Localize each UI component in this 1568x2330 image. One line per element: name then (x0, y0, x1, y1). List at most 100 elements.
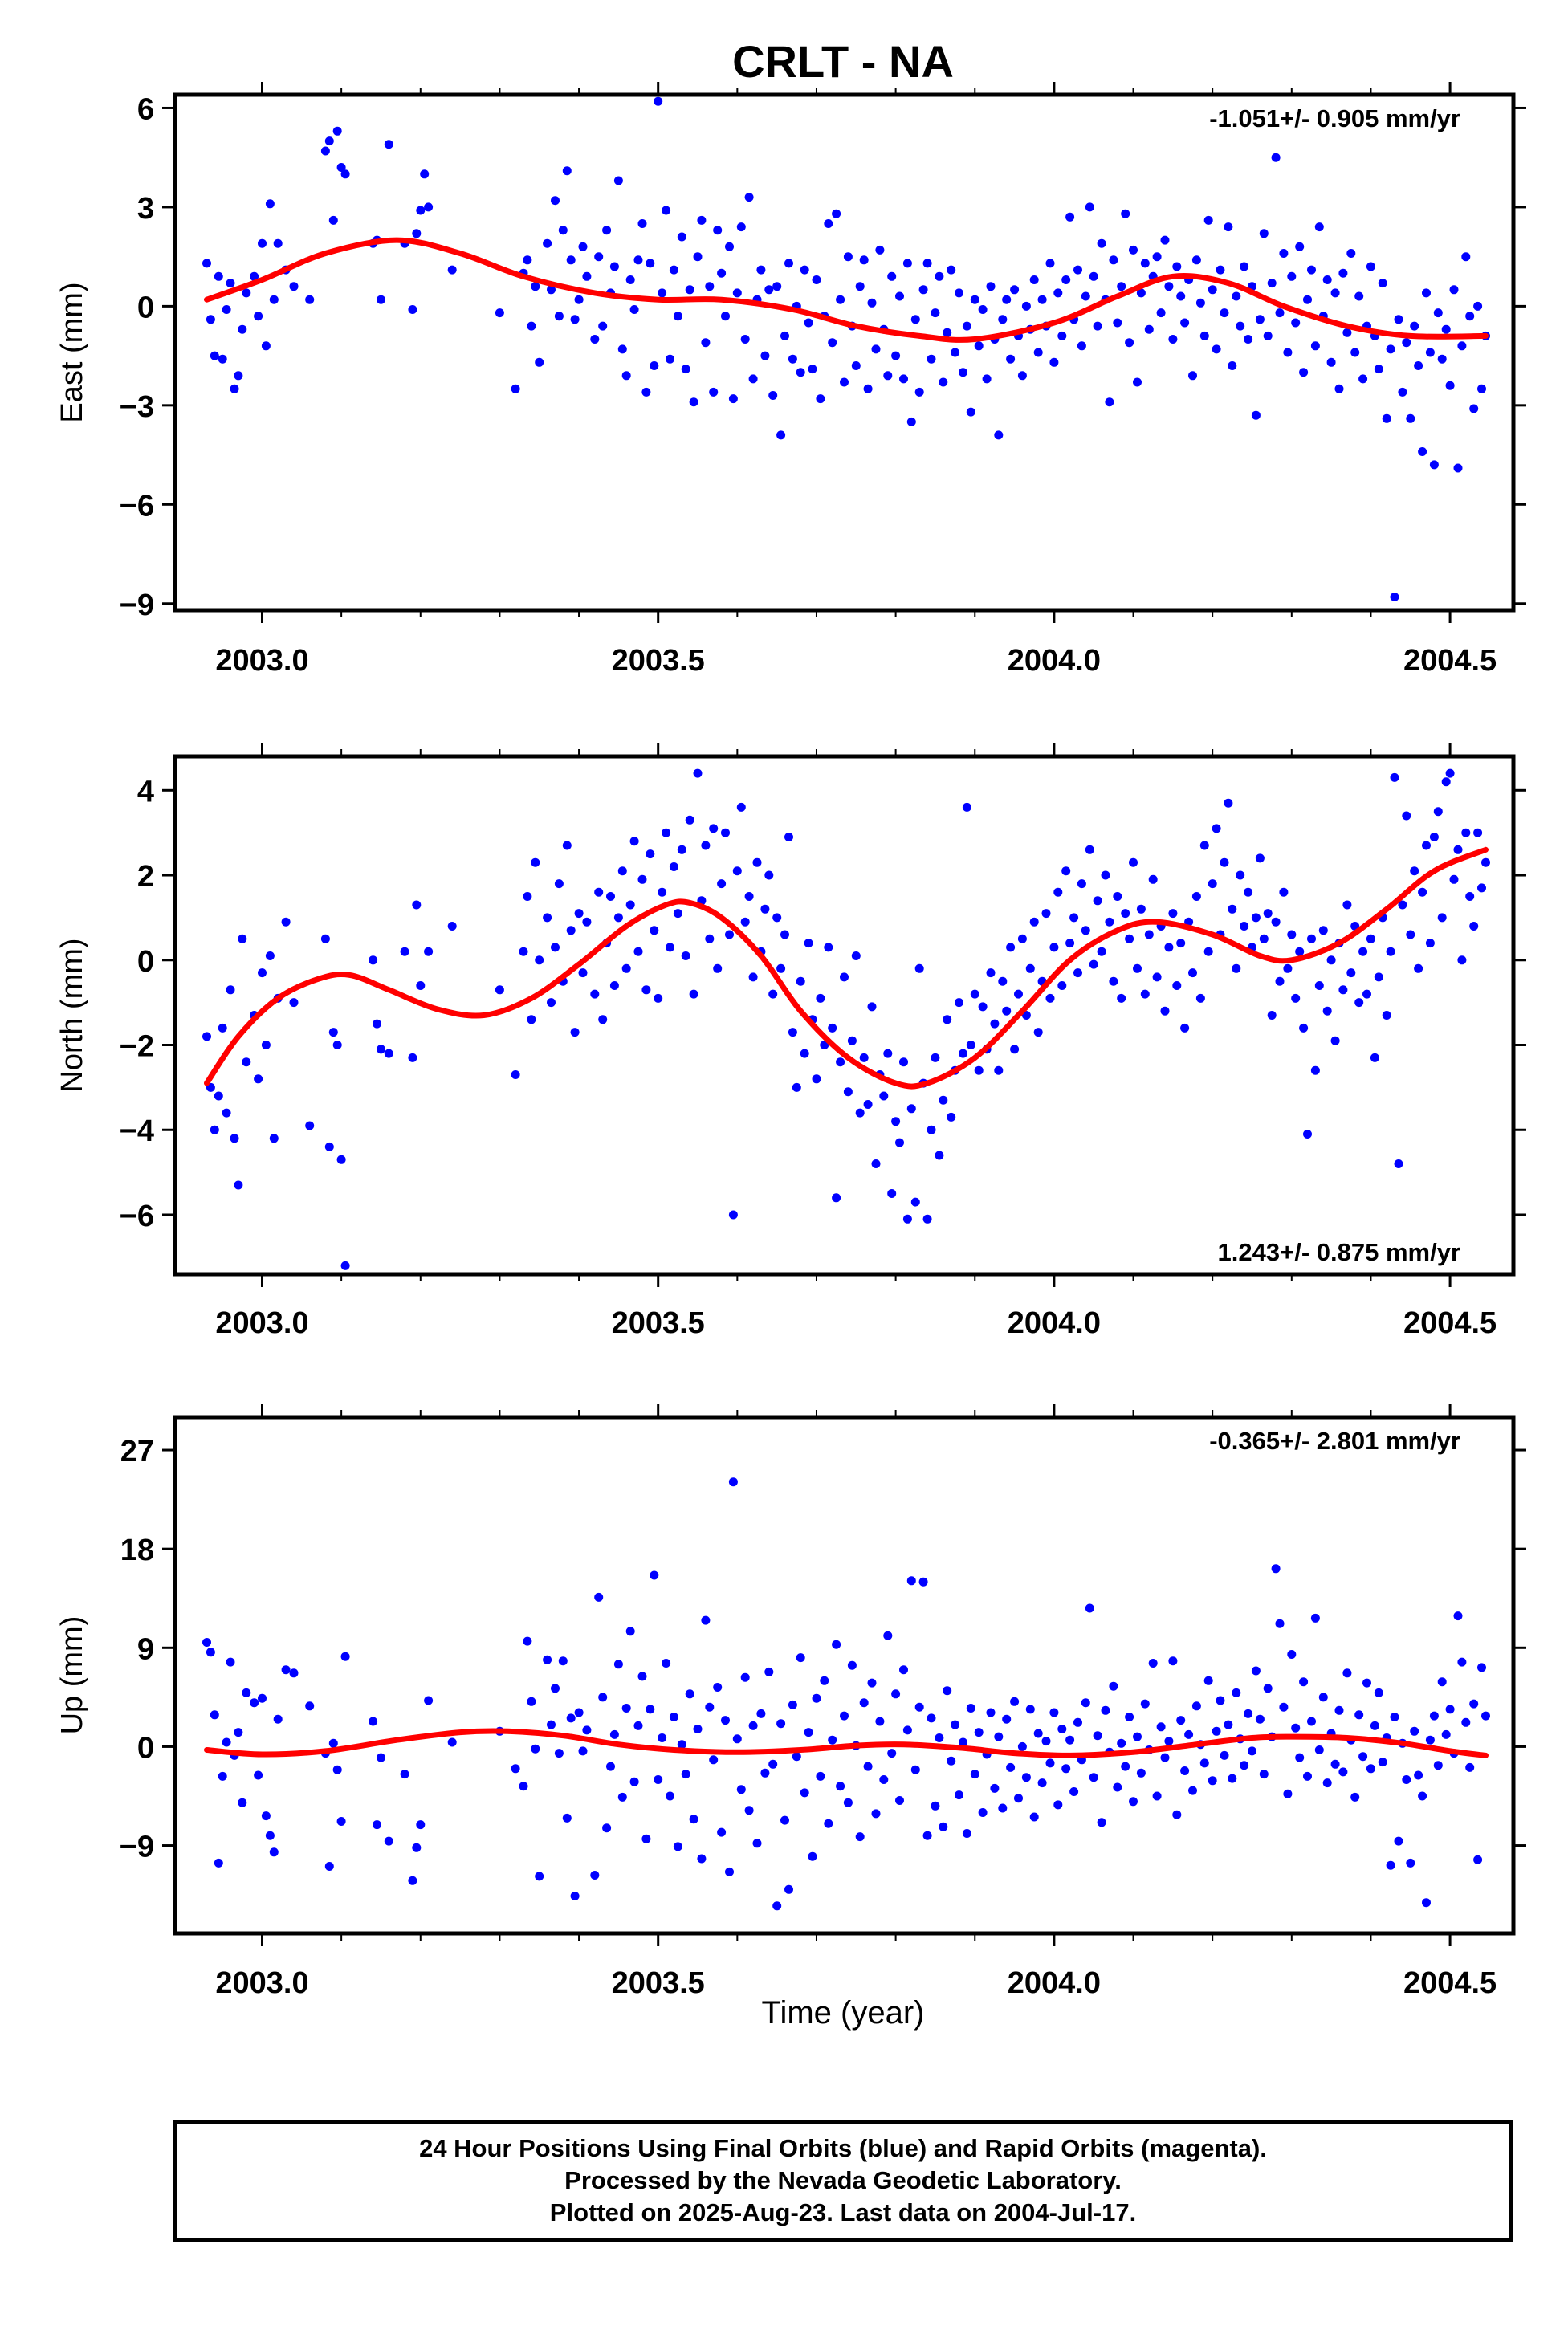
north-data-point (234, 1180, 243, 1190)
north-data-point (1025, 963, 1035, 973)
up-data-point (824, 1819, 833, 1828)
up-data-point (558, 1656, 568, 1666)
east-data-point (1275, 308, 1285, 318)
up-data-point (1453, 1611, 1463, 1621)
north-data-point (230, 1134, 239, 1143)
north-data-point (1271, 917, 1281, 927)
east-data-point (566, 255, 576, 265)
x-axis-label: Time (year) (762, 1995, 925, 2031)
north-data-point (792, 1082, 801, 1092)
up-data-point (566, 1713, 576, 1723)
east-data-point (717, 268, 727, 278)
east-data-point (646, 259, 655, 268)
east-data-point (966, 407, 975, 417)
east-data-point (1156, 308, 1166, 318)
north-data-point (914, 963, 924, 973)
up-data-point (511, 1764, 520, 1774)
east-data-point (1382, 413, 1391, 423)
north-data-point (1469, 922, 1479, 931)
up-data-point (369, 1717, 378, 1726)
up-data-point (602, 1823, 612, 1833)
north-data-point (1410, 866, 1419, 876)
east-data-point (922, 259, 932, 268)
east-data-point (582, 271, 592, 281)
east-data-point (527, 321, 536, 331)
up-data-point (269, 1847, 279, 1857)
up-data-point (796, 1653, 805, 1663)
east-data-point (1263, 331, 1273, 340)
up-data-point (1473, 1855, 1483, 1864)
north-data-point (721, 828, 730, 837)
north-data-point (998, 976, 1008, 986)
up-data-point (820, 1676, 829, 1685)
up-data-point (650, 1570, 659, 1580)
up-data-point (1291, 1723, 1301, 1733)
east-data-point (1251, 410, 1261, 420)
north-y-tick-label: −4 (120, 1114, 154, 1148)
north-data-point (994, 1065, 1004, 1075)
east-data-point (554, 312, 564, 321)
up-data-point (883, 1631, 893, 1640)
east-data-point (1425, 348, 1435, 357)
east-y-tick-label: 0 (137, 291, 154, 324)
up-data-point (1168, 1656, 1178, 1666)
up-data-point (927, 1713, 936, 1723)
east-data-point (673, 312, 682, 321)
east-data-point (1386, 344, 1395, 354)
east-data-point (891, 351, 901, 360)
north-y-tick-label: −6 (120, 1200, 154, 1233)
north-data-point (986, 968, 996, 978)
north-data-point (328, 1028, 338, 1037)
up-data-point (594, 1592, 604, 1602)
east-data-point (1073, 265, 1082, 275)
east-data-point (531, 282, 540, 291)
north-data-point (939, 1095, 948, 1105)
up-data-point (523, 1636, 532, 1646)
east-data-point (1469, 404, 1479, 413)
north-data-point (705, 934, 715, 943)
east-data-point (662, 206, 671, 215)
up-data-point (1129, 1797, 1138, 1807)
up-data-point (328, 1738, 338, 1748)
north-data-point (1101, 870, 1110, 880)
north-data-point (935, 1151, 944, 1160)
up-data-point (1370, 1721, 1379, 1730)
north-data-point (1033, 1028, 1043, 1037)
east-data-point (562, 166, 572, 176)
east-data-point (1045, 259, 1055, 268)
up-data-point (887, 1749, 897, 1758)
north-data-point (281, 917, 291, 927)
east-data-point (859, 255, 869, 265)
east-data-point (1224, 222, 1233, 232)
north-y-tick-label: −2 (120, 1030, 154, 1064)
east-data-point (1433, 308, 1443, 318)
north-data-point (990, 1019, 1000, 1029)
figure-title: CRLT - NA (732, 36, 954, 87)
east-data-point (899, 374, 908, 384)
north-points (202, 768, 1490, 1270)
north-data-point (1303, 1130, 1312, 1139)
north-data-point (1374, 972, 1383, 982)
east-data-point (840, 377, 849, 387)
north-data-point (238, 934, 247, 943)
up-data-point (617, 1792, 627, 1802)
north-data-point (654, 993, 663, 1003)
north-data-point (1481, 857, 1490, 867)
up-data-point (1180, 1766, 1190, 1775)
east-data-point (1457, 341, 1467, 351)
north-data-point (646, 849, 655, 859)
up-data-point (966, 1704, 975, 1713)
up-data-point (324, 1862, 334, 1871)
north-data-point (269, 1134, 279, 1143)
up-data-point (535, 1872, 544, 1881)
north-data-point (210, 1125, 219, 1134)
east-data-point (384, 140, 393, 149)
up-data-point (871, 1809, 881, 1819)
east-data-point (780, 331, 789, 340)
east-data-point (955, 288, 963, 298)
east-data-point (1326, 357, 1336, 367)
north-data-point (408, 1053, 417, 1062)
up-data-point (1481, 1711, 1490, 1721)
north-data-point (340, 1261, 350, 1270)
east-data-point (697, 215, 707, 225)
